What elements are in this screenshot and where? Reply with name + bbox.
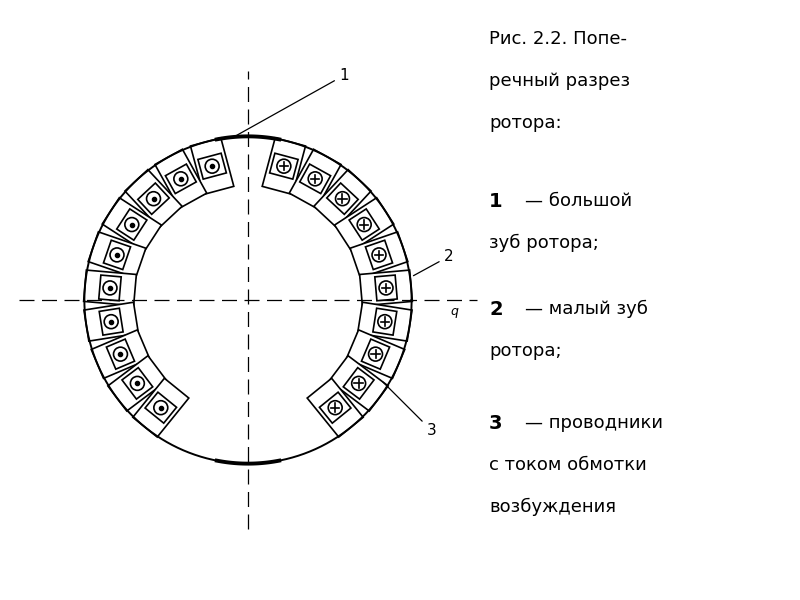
Circle shape (358, 218, 371, 232)
Polygon shape (290, 149, 341, 208)
Polygon shape (350, 232, 408, 278)
Circle shape (378, 315, 392, 329)
Circle shape (308, 172, 322, 186)
Polygon shape (314, 170, 371, 228)
Circle shape (352, 376, 366, 391)
Circle shape (379, 281, 393, 295)
Text: возбуждения: возбуждения (489, 498, 616, 516)
Polygon shape (366, 240, 393, 269)
Circle shape (205, 159, 219, 173)
Polygon shape (198, 153, 226, 179)
Polygon shape (349, 209, 379, 240)
Polygon shape (326, 183, 358, 214)
Circle shape (146, 192, 161, 206)
Text: ротора;: ротора; (489, 342, 562, 360)
Polygon shape (334, 198, 394, 251)
Circle shape (114, 347, 127, 361)
Polygon shape (106, 339, 134, 369)
Polygon shape (343, 368, 374, 399)
Polygon shape (145, 392, 177, 423)
Polygon shape (84, 270, 136, 306)
Text: — проводники: — проводники (525, 414, 663, 432)
Circle shape (372, 248, 386, 262)
Polygon shape (138, 183, 170, 214)
Circle shape (277, 159, 291, 173)
Text: ротора:: ротора: (489, 114, 562, 132)
Polygon shape (358, 302, 412, 341)
Polygon shape (373, 308, 397, 335)
Polygon shape (108, 356, 167, 411)
Polygon shape (190, 138, 234, 194)
Polygon shape (307, 378, 363, 437)
Circle shape (103, 281, 117, 295)
Circle shape (335, 192, 350, 206)
Polygon shape (329, 356, 388, 411)
Polygon shape (375, 275, 398, 301)
Circle shape (328, 401, 342, 415)
Text: 1: 1 (236, 68, 350, 136)
Polygon shape (166, 164, 196, 194)
Text: — малый зуб: — малый зуб (525, 300, 648, 318)
Text: с током обмотки: с током обмотки (489, 456, 647, 474)
Polygon shape (117, 209, 147, 240)
Polygon shape (362, 339, 390, 369)
Polygon shape (125, 170, 182, 228)
Text: 1: 1 (489, 192, 502, 211)
Polygon shape (102, 198, 162, 251)
Text: 2: 2 (489, 300, 502, 319)
Text: q: q (451, 305, 458, 318)
Text: речный разрез: речный разрез (489, 72, 630, 90)
Polygon shape (88, 232, 146, 278)
Text: Рис. 2.2. Попе-: Рис. 2.2. Попе- (489, 30, 627, 48)
Circle shape (110, 248, 124, 262)
Polygon shape (360, 270, 412, 306)
Polygon shape (262, 138, 306, 194)
Text: 3: 3 (383, 382, 437, 438)
Text: зуб ротора;: зуб ротора; (489, 234, 599, 252)
Text: 2: 2 (414, 249, 454, 275)
Polygon shape (84, 302, 138, 341)
Polygon shape (91, 330, 150, 379)
Polygon shape (319, 392, 351, 423)
Polygon shape (155, 149, 206, 208)
Text: — большой: — большой (525, 192, 632, 210)
Polygon shape (133, 378, 189, 437)
Circle shape (154, 401, 168, 415)
Circle shape (125, 218, 138, 232)
Polygon shape (270, 153, 298, 179)
Polygon shape (99, 308, 123, 335)
Circle shape (104, 315, 118, 329)
Polygon shape (346, 330, 405, 379)
Polygon shape (103, 240, 130, 269)
Circle shape (174, 172, 188, 186)
Polygon shape (122, 368, 153, 399)
Text: 3: 3 (489, 414, 502, 433)
Polygon shape (300, 164, 330, 194)
Circle shape (130, 376, 144, 391)
Polygon shape (98, 275, 121, 301)
Circle shape (369, 347, 382, 361)
